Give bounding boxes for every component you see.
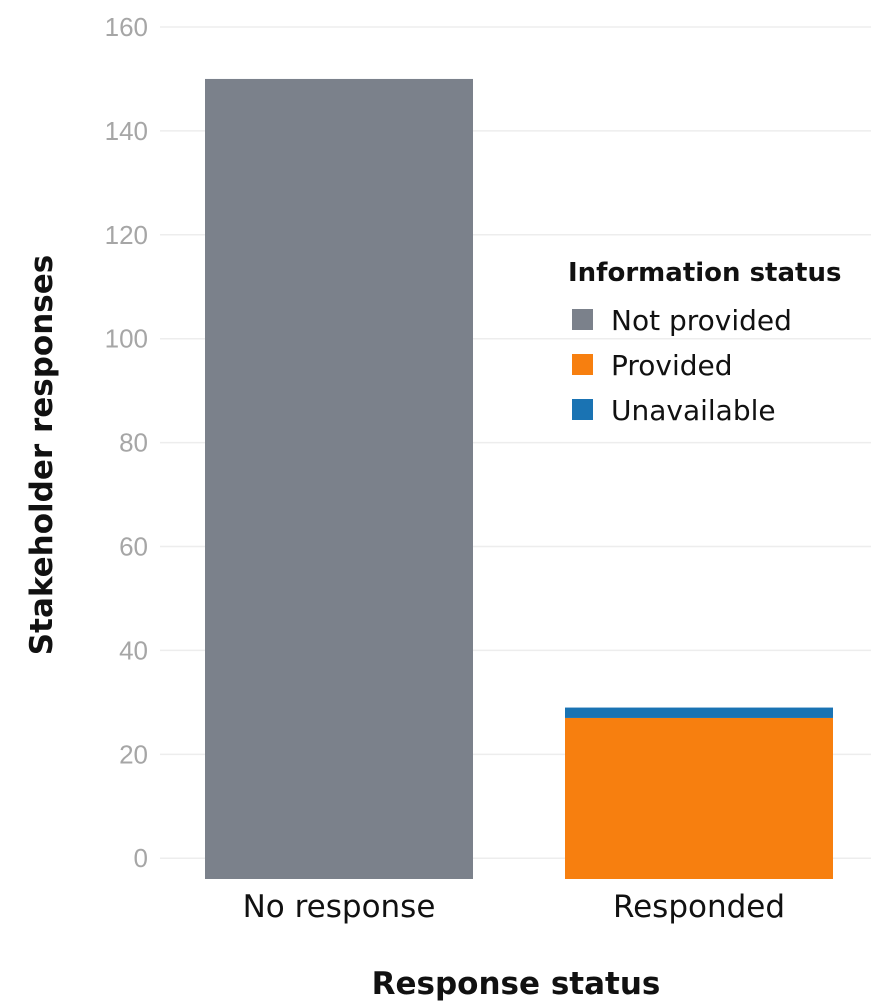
y-tick-label: 120	[105, 220, 148, 250]
legend-items: Not provided Provided Unavailable	[572, 304, 792, 427]
y-tick-label: 20	[119, 739, 148, 769]
y-tick-label: 160	[105, 12, 148, 42]
legend-swatch	[572, 399, 593, 420]
x-tick-label: No response	[243, 889, 436, 925]
y-tick-labels: 0 20 40 60 80 100 120 140 160	[105, 12, 148, 873]
legend-label: Provided	[611, 349, 733, 382]
y-axis-title: Stakeholder responses	[24, 255, 60, 655]
x-axis-title: Response status	[372, 966, 661, 1002]
y-tick-label: 140	[105, 116, 148, 146]
legend-title: Information status	[568, 258, 841, 288]
y-tick-label: 80	[119, 428, 148, 458]
y-tick-label: 0	[134, 843, 148, 873]
bar-1-series-2	[565, 707, 833, 718]
x-tick-label: Responded	[613, 889, 785, 925]
bar-1-series-1	[565, 717, 833, 879]
bars	[205, 78, 833, 879]
legend: Information status Not provided Provided U…	[568, 258, 841, 427]
legend-label: Unavailable	[611, 394, 776, 427]
legend-label: Not provided	[611, 304, 792, 337]
y-tick-label: 40	[119, 635, 148, 665]
bar-0-series-0	[205, 78, 473, 879]
legend-swatch	[572, 354, 593, 375]
legend-swatch	[572, 309, 593, 330]
y-tick-label: 100	[105, 324, 148, 354]
x-tick-labels: No response Responded	[243, 889, 785, 925]
y-tick-label: 60	[119, 532, 148, 562]
